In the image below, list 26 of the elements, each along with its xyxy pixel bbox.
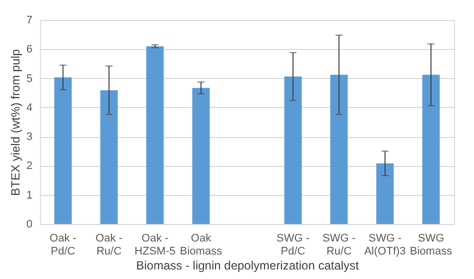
x-tick-label: Oak - HZSM-5: [134, 232, 176, 258]
x-tick-label: Oak Biomass: [180, 232, 223, 258]
x-tick-label: SWG Biomass: [410, 232, 453, 258]
bar: [284, 76, 302, 224]
bar: [330, 74, 348, 224]
x-tick-label: SWG - Ru/C: [322, 232, 356, 258]
y-tick-label: 1: [26, 189, 32, 202]
bar: [54, 77, 72, 224]
x-axis-title: Biomass - lignin depolymerization catalyst: [136, 258, 360, 272]
bar: [192, 88, 210, 224]
x-tick-label: Oak - Pd/C: [50, 232, 77, 258]
bar: [422, 74, 440, 224]
y-tick-label: 6: [26, 44, 32, 56]
y-axis-title: BTEX yield (wt%) from pulp: [8, 48, 22, 196]
bar: [376, 163, 394, 224]
y-tick-label: 4: [26, 102, 32, 114]
x-tick-label: SWG - Al(OTf)3: [364, 232, 406, 258]
y-tick-label: 3: [26, 131, 32, 144]
x-tick-label: Oak - Ru/C: [96, 232, 123, 258]
y-tick-label: 2: [26, 160, 32, 172]
y-tick-label: 0: [26, 218, 32, 230]
bar: [100, 90, 118, 224]
y-tick-label: 7: [26, 14, 32, 26]
y-tick-label: 5: [26, 72, 32, 85]
bar: [146, 46, 164, 224]
x-tick-label: SWG - Pd/C: [276, 232, 310, 258]
